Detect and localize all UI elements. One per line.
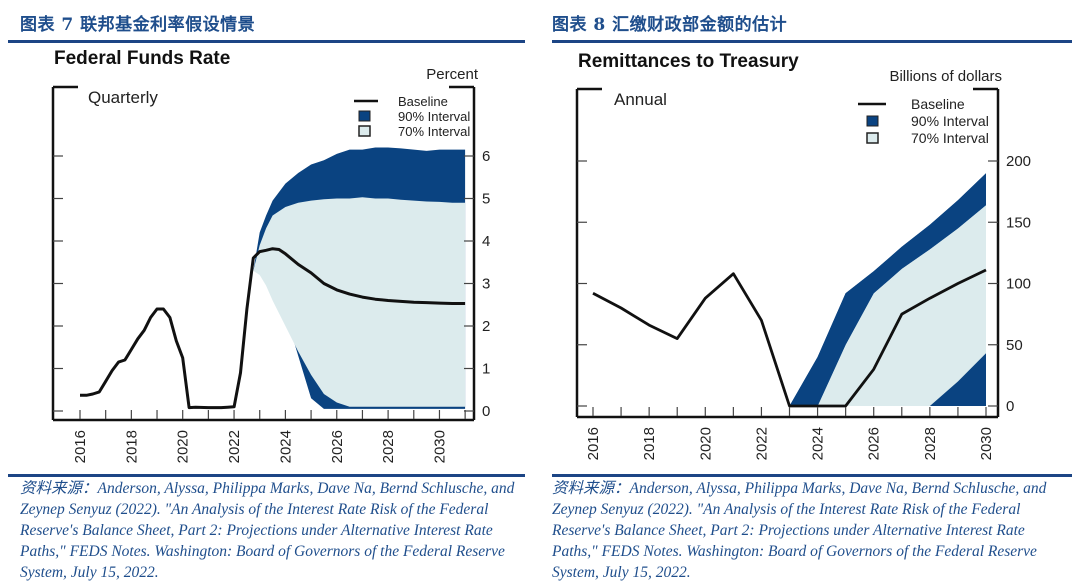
x-tick-label: 2030 <box>978 427 995 460</box>
legend-label-70: 70% Interval <box>398 124 470 139</box>
x-tick-label: 2022 <box>753 427 770 460</box>
federal-funds-rate-chart: Federal Funds Rate Percent Quarterly 0 1 2… <box>51 48 490 463</box>
band-70-interval <box>253 197 466 407</box>
x-tick-label: 2026 <box>329 430 346 463</box>
y-tick-label: 0 <box>1006 398 1014 415</box>
legend-90-swatch <box>358 110 371 122</box>
x-tick-label: 2024 <box>810 427 827 460</box>
figure-7-top-rule <box>8 40 525 43</box>
y-tick-label: 2 <box>482 318 490 335</box>
legend-label-baseline: Baseline <box>398 94 448 109</box>
y-tick-label: 3 <box>482 276 490 293</box>
x-tick-label: 2018 <box>123 430 140 463</box>
legend-70-swatch <box>866 132 879 144</box>
legend: Baseline 90% Interval 70% Interval <box>354 94 470 139</box>
figure-7-source: 资料来源：Anderson, Alyssa, Philippa Marks, D… <box>20 480 515 581</box>
y-tick-label: 5 <box>482 191 490 208</box>
x-tick-label: 2028 <box>380 430 397 463</box>
y-tick-label: 100 <box>1006 276 1031 293</box>
y-tick-label: 1 <box>482 361 490 378</box>
figure-8-source: 资料来源：Anderson, Alyssa, Philippa Marks, D… <box>552 480 1047 581</box>
figure-8-top-rule <box>552 40 1072 43</box>
baseline-series-line <box>592 268 987 408</box>
x-tick-label: 2024 <box>277 430 294 463</box>
y-axis-unit-label: Percent <box>426 66 479 83</box>
y-tick-label: 200 <box>1006 153 1031 170</box>
band-90-interval-lower <box>789 353 986 406</box>
x-tick-label: 2020 <box>697 427 714 460</box>
legend-label-70: 70% Interval <box>911 130 989 146</box>
frequency-label: Quarterly <box>88 88 158 107</box>
x-tick-label: 2028 <box>922 427 939 460</box>
y-tick-label: 0 <box>482 403 490 420</box>
y-tick-label: 4 <box>482 233 490 250</box>
chart-title: Federal Funds Rate <box>54 48 230 69</box>
x-tick-label: 2020 <box>175 430 192 463</box>
baseline-series-line <box>80 247 466 410</box>
band-70-interval <box>789 205 986 406</box>
legend: Baseline 90% Interval 70% Interval <box>858 96 989 146</box>
x-tick-label: 2016 <box>72 430 89 463</box>
frequency-label: Annual <box>614 90 667 109</box>
y-axis-unit-label: Billions of dollars <box>889 68 1002 85</box>
x-tick-label: 2030 <box>432 430 449 463</box>
legend-70-swatch <box>358 125 371 137</box>
remittances-to-treasury-chart: Remittances to Treasury Billions of doll… <box>575 51 1031 460</box>
legend-label-90: 90% Interval <box>398 109 470 124</box>
figure-7-bottom-rule <box>8 474 525 477</box>
legend-label-baseline: Baseline <box>911 96 965 112</box>
y-tick-label: 50 <box>1006 337 1023 354</box>
figure-8-bottom-rule <box>552 474 1072 477</box>
x-tick-label: 2026 <box>866 427 883 460</box>
legend-label-90: 90% Interval <box>911 113 989 129</box>
x-tick-label: 2022 <box>226 430 243 463</box>
x-tick-label: 2016 <box>585 427 602 460</box>
x-tick-label: 2018 <box>641 427 658 460</box>
figure-7-title: 图表 7 联邦基金利率假设情景 <box>20 15 256 35</box>
legend-90-swatch <box>866 115 879 127</box>
y-tick-label: 150 <box>1006 214 1031 231</box>
figure-8-title: 图表 8 汇缴财政部金额的估计 <box>552 15 788 35</box>
band-90-interval-upper <box>789 173 986 406</box>
chart-title: Remittances to Treasury <box>578 51 799 72</box>
y-tick-label: 6 <box>482 148 490 165</box>
